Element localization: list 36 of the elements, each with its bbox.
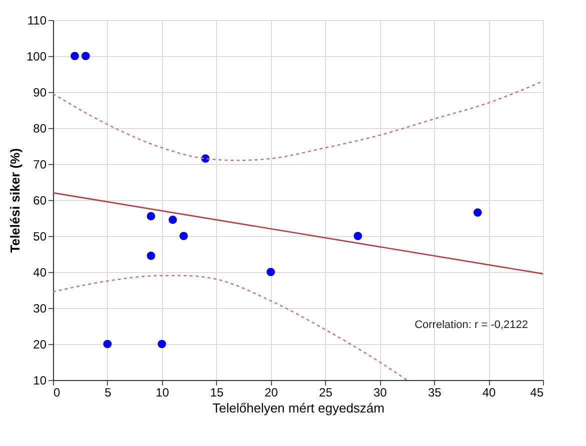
point <box>146 212 156 220</box>
y-tick-label: 30 <box>33 302 47 316</box>
point <box>354 232 362 240</box>
y-tick-label: 100 <box>26 50 47 64</box>
point <box>266 268 275 276</box>
y-tick-label: 20 <box>33 338 47 352</box>
x-tick-label: 5 <box>104 386 112 400</box>
x-tick-label: 15 <box>210 386 224 400</box>
point <box>168 216 177 224</box>
y-tick-label: 50 <box>33 230 47 244</box>
point <box>473 208 482 217</box>
y-tick-label: 80 <box>33 122 47 136</box>
y-tick-label: 60 <box>33 194 47 208</box>
point <box>81 52 90 60</box>
x-tick-label: 45 <box>530 386 544 400</box>
y-tick-label: 10 <box>33 374 47 388</box>
point <box>103 340 112 348</box>
x-tick-label: 0 <box>54 386 60 400</box>
point <box>179 232 188 240</box>
x-tick-label: 10 <box>156 386 170 400</box>
y-tick-label: 110 <box>27 14 47 28</box>
x-tick-label: 25 <box>319 386 333 400</box>
x-tick-label: 35 <box>428 386 442 400</box>
x-tick-label: 40 <box>482 386 496 400</box>
line-series <box>52 274 408 381</box>
point <box>70 52 79 60</box>
x-axis-title: Telelőhelyen mért egyedszám <box>212 400 384 416</box>
y-axis-title: Telelési siker (%) <box>7 148 22 253</box>
point <box>158 340 166 348</box>
x-tick-label: 20 <box>264 386 278 400</box>
annotation: Correlation: r = -0,2122 <box>414 319 528 331</box>
y-tick-label: 90 <box>33 86 47 100</box>
x-tick-label: 30 <box>373 386 388 400</box>
y-tick-label: 40 <box>33 266 47 280</box>
y-tick-label: 70 <box>33 158 47 172</box>
point <box>146 252 156 260</box>
